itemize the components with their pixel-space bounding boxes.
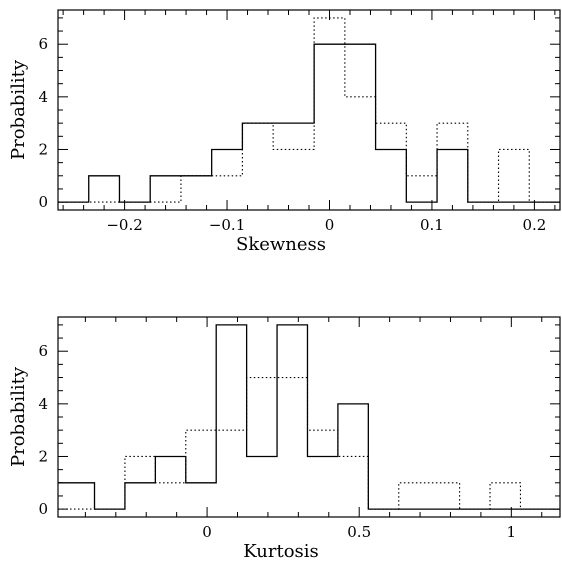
x-tick-label: 0.5 [347,523,371,541]
x-tick-label: 0.1 [420,216,444,234]
dotted-histogram-line [58,376,560,510]
kurtosis-panel: 0 0.5 1 0 2 4 6 Kurtosis Probability [8,316,561,562]
solid-histogram-line [58,324,560,510]
plot-frame [57,9,561,211]
solid-histogram-line [58,43,560,203]
plot-frame [57,316,561,518]
y-tick-label: 0 [38,193,48,211]
y-axis-title: Probability [8,59,29,160]
x-tick-label: 0 [202,523,212,541]
axis-ticks [58,10,560,210]
x-axis-title: Kurtosis [243,541,319,562]
x-tick-label: −0.2 [106,216,142,234]
y-tick-label: 6 [38,342,48,360]
y-tick-label: 6 [38,35,48,53]
axis-ticks [58,317,560,517]
x-tick-label: 0.2 [522,216,546,234]
y-tick-label: 2 [38,140,48,158]
x-tick-label: 0 [325,216,335,234]
tick-labels: 0 0.5 1 0 2 4 6 [38,342,516,541]
y-tick-label: 0 [38,500,48,518]
y-axis-title: Probability [8,366,29,467]
tick-labels: −0.2 −0.1 0 0.1 0.2 0 2 4 6 [38,35,546,234]
x-axis-title: Skewness [236,234,326,255]
skewness-panel: −0.2 −0.1 0 0.1 0.2 0 2 4 6 Skewness Probability [8,9,561,255]
x-tick-label: −0.1 [209,216,245,234]
y-tick-label: 4 [38,395,48,413]
dotted-histogram-line [58,17,560,203]
y-tick-label: 2 [38,447,48,465]
histogram-series [58,324,560,510]
x-tick-label: 1 [507,523,517,541]
y-tick-label: 4 [38,88,48,106]
histogram-series [58,17,560,203]
